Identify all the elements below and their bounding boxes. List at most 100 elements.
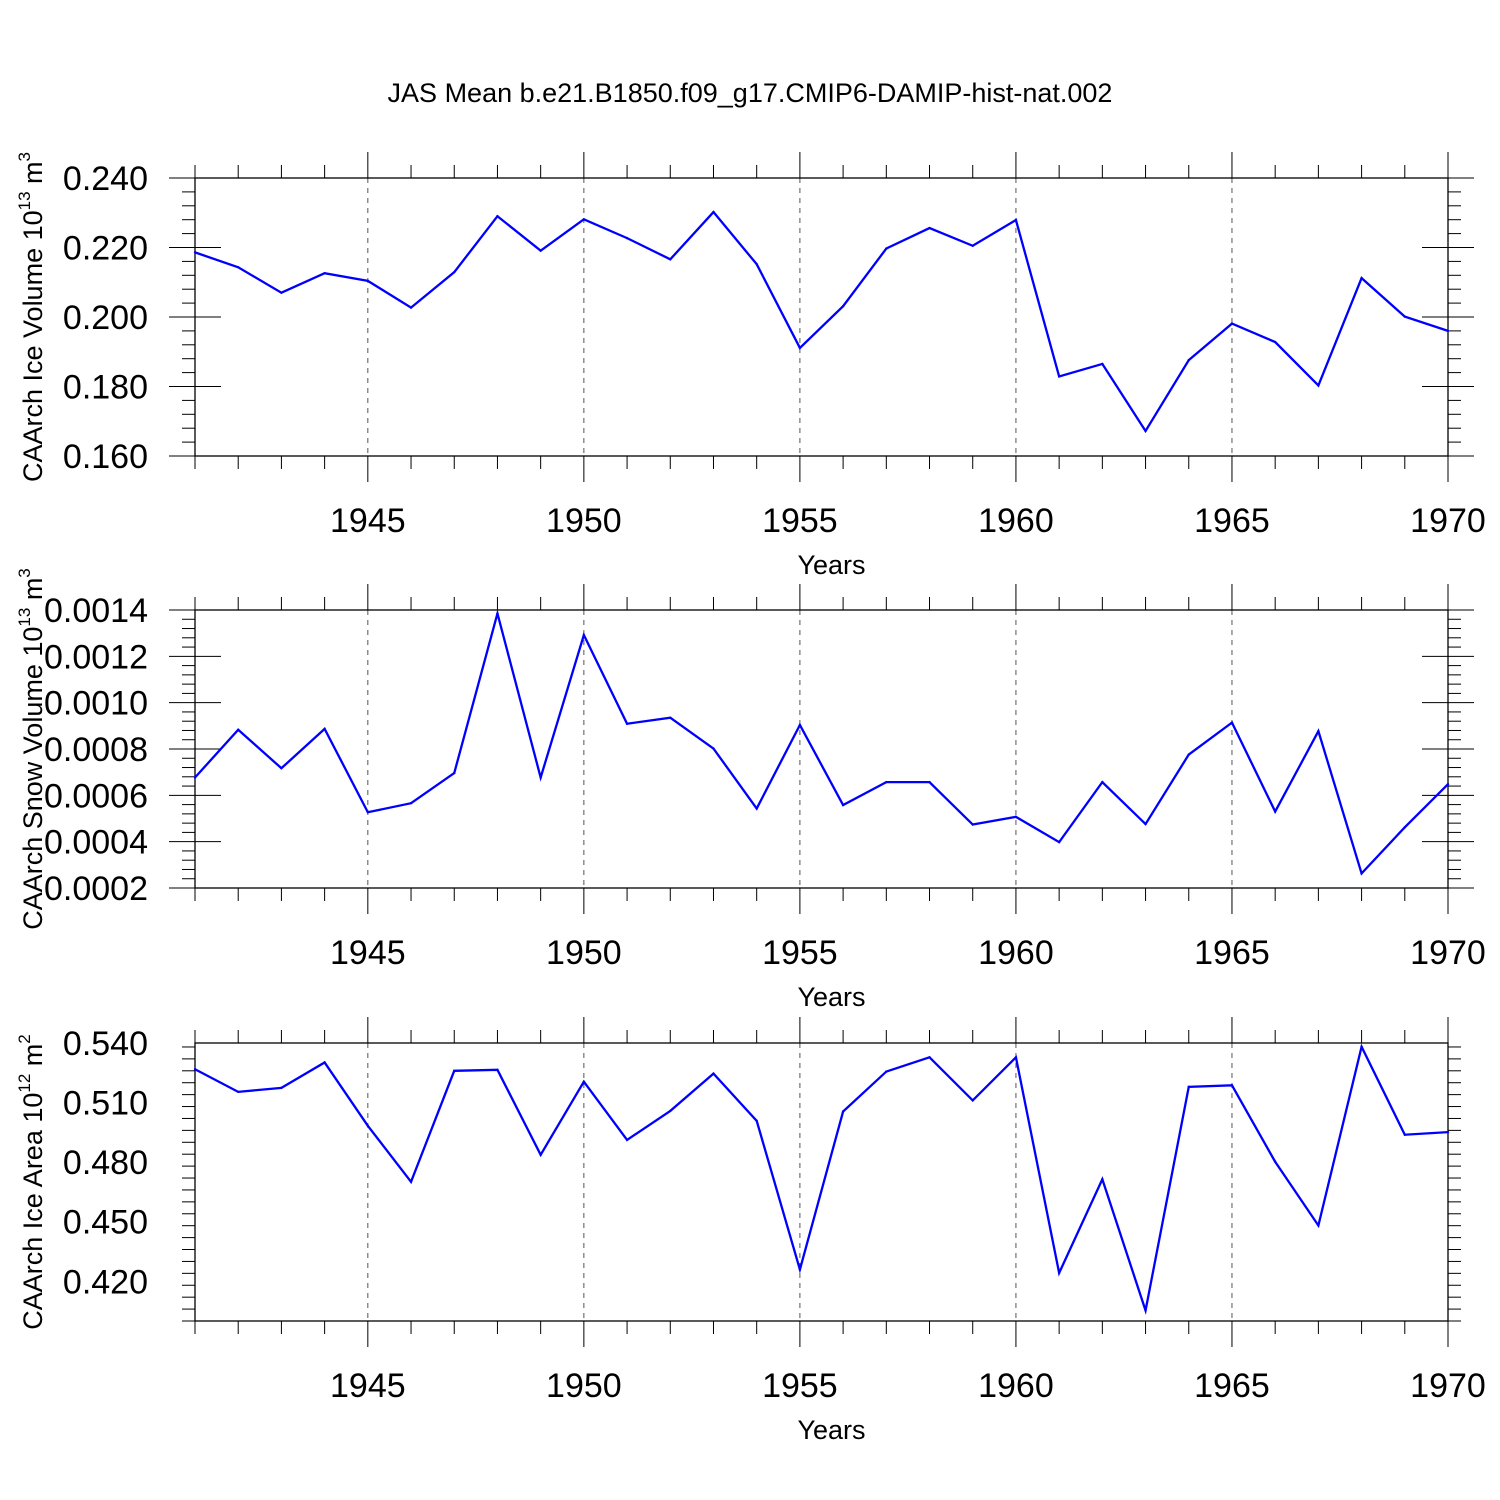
ice-area-y-tick-label-0.540: 0.540 bbox=[63, 1025, 148, 1063]
snow-volume-point-1941 bbox=[193, 776, 197, 779]
ice-volume-point-1964 bbox=[1187, 358, 1190, 362]
snow-volume-point-1970 bbox=[1446, 783, 1450, 786]
snow-volume-y-tick-label-0.0010: 0.0010 bbox=[44, 685, 148, 723]
snow-volume-point-1948 bbox=[496, 612, 499, 615]
ice-area-point-1963 bbox=[1144, 1309, 1147, 1312]
ice-area-point-1965 bbox=[1230, 1084, 1234, 1087]
ice-volume-y-axis-title-part-3: 3 bbox=[15, 152, 34, 161]
ice-area-point-1948 bbox=[496, 1068, 499, 1072]
ice-area-point-1961 bbox=[1057, 1271, 1061, 1275]
ice-volume-y-axis-title: CAArch Ice Volume 1013 m3 bbox=[15, 152, 48, 482]
ice-volume-y-tick-label-0.220: 0.220 bbox=[63, 230, 148, 268]
ice-volume-point-1968 bbox=[1360, 276, 1363, 280]
ice-area-point-1951 bbox=[625, 1138, 629, 1142]
ice-volume-x-tick-label-1965: 1965 bbox=[1194, 502, 1270, 540]
snow-volume-y-tick-label-0.0008: 0.0008 bbox=[44, 731, 148, 769]
ice-volume-point-1943 bbox=[280, 291, 283, 294]
snow-volume-point-1956 bbox=[841, 803, 845, 807]
ice-area-x-tick-label-1965: 1965 bbox=[1194, 1367, 1270, 1405]
ice-area-point-1955 bbox=[798, 1268, 802, 1271]
ice-area-point-1952 bbox=[669, 1109, 672, 1113]
snow-volume-point-1942 bbox=[237, 728, 240, 731]
ice-volume-point-1941 bbox=[193, 251, 197, 254]
snow-volume-point-1967 bbox=[1317, 729, 1320, 733]
ice-area-x-tick-label-1955: 1955 bbox=[762, 1367, 838, 1405]
ice-area-point-1947 bbox=[453, 1069, 456, 1073]
ice-volume-y-axis-title-part-0: CAArch Ice Volume 10 bbox=[18, 210, 48, 482]
snow-volume-point-1965 bbox=[1230, 721, 1234, 724]
ice-area-x-tick-label-1950: 1950 bbox=[546, 1367, 622, 1405]
ice-area-point-1960 bbox=[1014, 1056, 1018, 1059]
snow-volume-point-1950 bbox=[582, 633, 586, 637]
ice-volume-point-1949 bbox=[539, 249, 542, 252]
ice-area-y-axis-title-part-3: 2 bbox=[15, 1034, 34, 1043]
snow-volume-point-1966 bbox=[1273, 810, 1277, 813]
ice-area-point-1968 bbox=[1360, 1045, 1363, 1048]
ice-area-point-1949 bbox=[539, 1153, 542, 1156]
snow-volume-point-1955 bbox=[798, 723, 802, 727]
snow-volume-plot-frame bbox=[194, 609, 1449, 889]
snow-volume-y-axis-title-part-0: CAArch Snow Volume 10 bbox=[18, 627, 48, 930]
ice-area-point-1946 bbox=[409, 1180, 413, 1184]
snow-volume-y-axis-title-part-2: m bbox=[18, 578, 48, 608]
ice-volume-point-1953 bbox=[712, 210, 715, 214]
ice-area-point-1962 bbox=[1101, 1178, 1104, 1181]
ice-area-y-tick-label-0.420: 0.420 bbox=[63, 1263, 148, 1301]
ice-volume-y-axis-title-part-2: m bbox=[18, 161, 48, 191]
ice-volume-y-tick-label-0.160: 0.160 bbox=[63, 438, 148, 476]
ice-volume-point-1963 bbox=[1144, 429, 1147, 433]
ice-volume-point-1970 bbox=[1446, 329, 1450, 333]
ice-area-point-1941 bbox=[193, 1068, 197, 1071]
ice-area-point-1967 bbox=[1317, 1224, 1320, 1227]
ice-area-point-1969 bbox=[1403, 1133, 1406, 1136]
ice-area-x-axis-title: Years bbox=[797, 1415, 865, 1445]
snow-volume-x-tick-label-1945: 1945 bbox=[330, 934, 406, 972]
snow-volume-point-1964 bbox=[1187, 753, 1190, 756]
ice-volume-point-1956 bbox=[841, 305, 845, 308]
panel-ice-area: 1945 1950 1955 1960 1965 1970 0.420 0.450 0.480 0… bbox=[15, 1017, 1486, 1445]
ice-area-point-1945 bbox=[366, 1124, 370, 1128]
snow-volume-y-axis-title: CAArch Snow Volume 1013 m3 bbox=[15, 568, 48, 930]
ice-volume-point-1959 bbox=[971, 244, 974, 247]
ice-volume-point-1961 bbox=[1057, 375, 1061, 378]
ice-volume-x-tick-label-1955: 1955 bbox=[762, 502, 838, 540]
ice-area-y-axis-title-part-2: m bbox=[18, 1044, 48, 1074]
snow-volume-x-tick-label-1970: 1970 bbox=[1410, 934, 1486, 972]
snow-volume-y-axis-title-part-1: 13 bbox=[15, 608, 34, 627]
ice-area-point-1944 bbox=[323, 1061, 326, 1064]
panel-snow-volume: 1945 1950 1955 1960 1965 1970 0.0002 0.0004 0.00… bbox=[15, 568, 1486, 1012]
ice-volume-point-1962 bbox=[1101, 362, 1104, 366]
ice-volume-point-1958 bbox=[928, 226, 931, 230]
ice-volume-point-1944 bbox=[323, 272, 326, 275]
snow-volume-y-tick-label-0.0014: 0.0014 bbox=[44, 592, 148, 630]
ice-area-point-1970 bbox=[1446, 1130, 1450, 1134]
snow-volume-point-1952 bbox=[669, 716, 672, 719]
ice-area-plot-frame bbox=[194, 1042, 1449, 1322]
snow-volume-point-1960 bbox=[1014, 815, 1018, 819]
snow-volume-y-tick-label-0.0002: 0.0002 bbox=[44, 870, 148, 908]
ice-volume-point-1957 bbox=[885, 247, 888, 250]
snow-volume-series-line bbox=[194, 609, 1449, 876]
snow-volume-point-1943 bbox=[280, 767, 283, 770]
ice-area-x-tick-label-1970: 1970 bbox=[1410, 1367, 1486, 1405]
ice-area-point-1943 bbox=[280, 1086, 283, 1090]
ice-volume-plot-frame bbox=[194, 177, 1449, 457]
snow-volume-point-1959 bbox=[971, 823, 974, 826]
ice-area-y-axis-title-part-1: 12 bbox=[15, 1074, 34, 1093]
ice-volume-point-1942 bbox=[237, 266, 240, 269]
ice-volume-series-line bbox=[194, 210, 1449, 434]
ice-area-point-1957 bbox=[885, 1070, 888, 1073]
ice-area-point-1950 bbox=[582, 1080, 586, 1083]
ice-volume-y-tick-label-0.200: 0.200 bbox=[63, 299, 148, 337]
snow-volume-point-1968 bbox=[1360, 872, 1363, 875]
snow-volume-x-tick-label-1965: 1965 bbox=[1194, 934, 1270, 972]
snow-volume-y-tick-label-0.0006: 0.0006 bbox=[44, 777, 148, 815]
panel-ice-volume: 1945 1950 1955 1960 1965 1970 0.160 0.180 0.200 0… bbox=[15, 152, 1486, 580]
ice-area-x-tick-label-1945: 1945 bbox=[330, 1367, 406, 1405]
ice-volume-point-1950 bbox=[582, 218, 586, 221]
ice-volume-point-1952 bbox=[669, 258, 672, 261]
snow-volume-x-tick-label-1955: 1955 bbox=[762, 934, 838, 972]
snow-volume-point-1951 bbox=[625, 722, 629, 725]
ice-volume-y-tick-label-0.180: 0.180 bbox=[63, 369, 148, 407]
